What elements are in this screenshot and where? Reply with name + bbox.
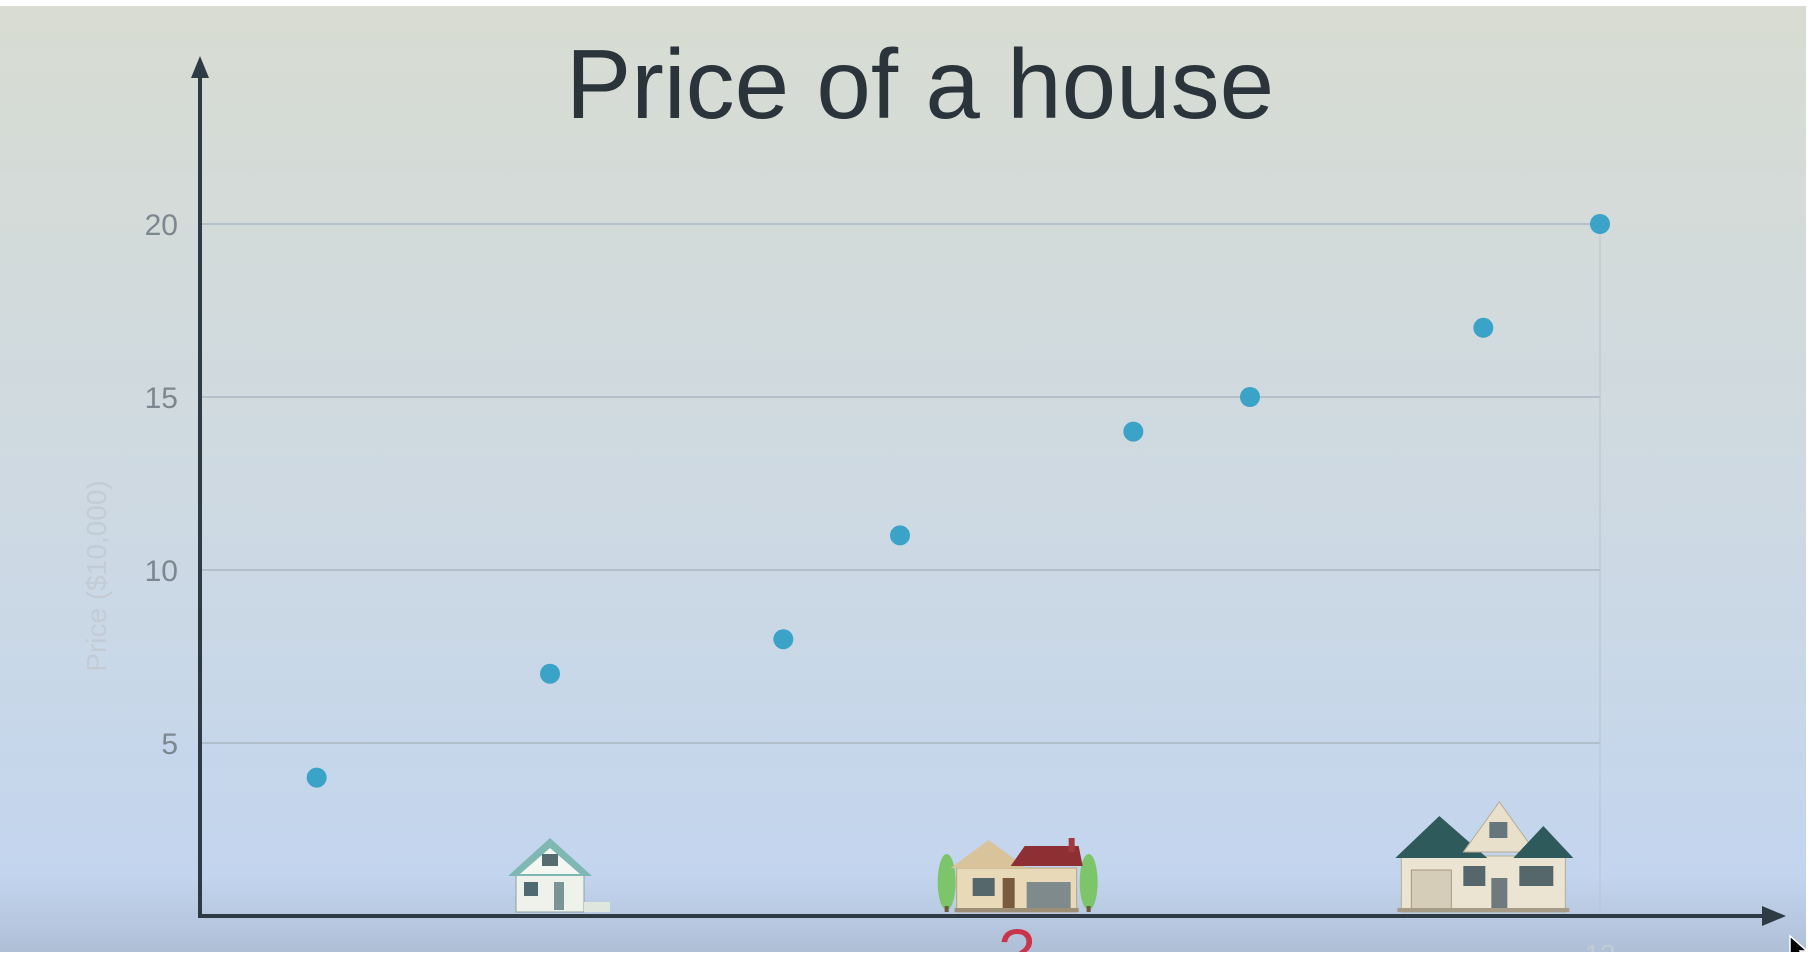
data-point <box>306 767 327 788</box>
x-tick-labels: ? 12 <box>999 916 1616 952</box>
large-house-icon <box>1395 801 1574 913</box>
data-points <box>306 214 1610 788</box>
house-illustrations <box>508 801 1574 913</box>
x-tick-question-mark: ? <box>999 916 1035 952</box>
y-tick-label: 5 <box>161 728 178 761</box>
x-axis-arrow-icon <box>1762 906 1786 926</box>
small-house-icon <box>508 838 610 913</box>
data-point <box>1473 317 1494 338</box>
y-axis-label: Price ($10,000) <box>81 480 112 671</box>
grid-lines <box>200 223 1600 744</box>
scatter-chart: 5 10 15 20 ? 12 Price of a house Price ($10,… <box>0 6 1806 952</box>
x-tick-label: 12 <box>1584 939 1615 952</box>
arrow-cursor-icon <box>1789 934 1806 952</box>
data-point <box>773 629 794 650</box>
y-tick-label: 20 <box>145 209 178 242</box>
chart-title: Price of a house <box>566 29 1274 139</box>
y-axis-arrow-icon <box>191 56 209 78</box>
chart-background <box>0 6 1806 952</box>
chart-frame: 5 10 15 20 ? 12 Price of a house Price ($10,… <box>0 6 1806 952</box>
medium-house-icon <box>937 838 1098 913</box>
data-point <box>890 525 910 546</box>
data-point <box>1240 387 1260 407</box>
data-point <box>1590 214 1610 234</box>
y-tick-label: 15 <box>145 382 178 415</box>
data-point <box>540 663 560 684</box>
y-tick-label: 10 <box>145 555 178 588</box>
data-point <box>1123 421 1144 442</box>
y-tick-labels: 5 10 15 20 <box>145 209 178 761</box>
